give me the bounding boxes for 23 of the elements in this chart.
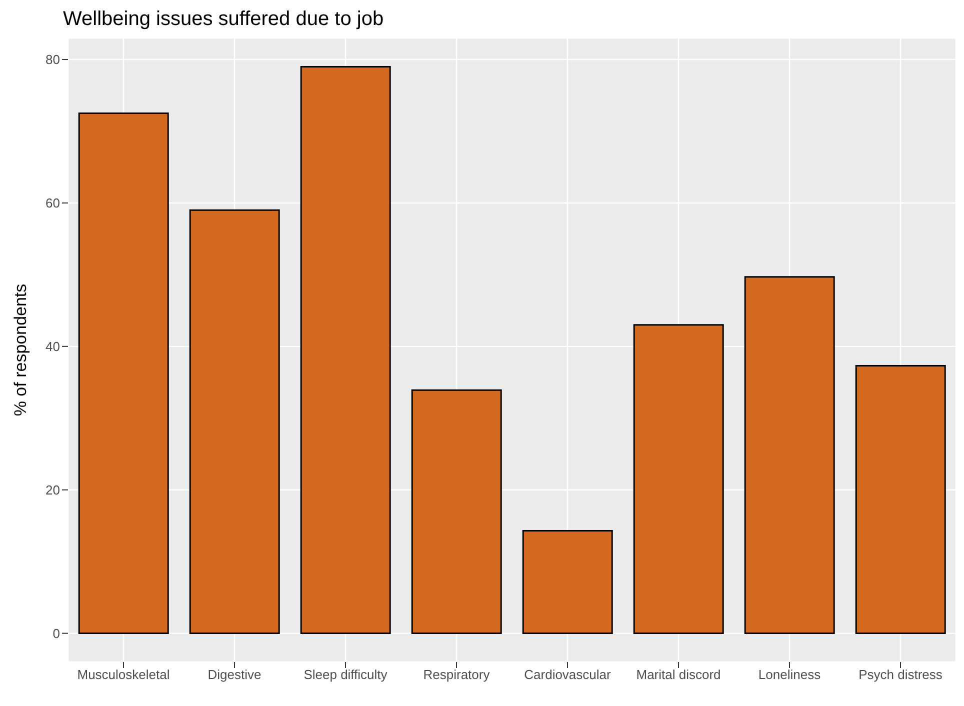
x-tick-label: Respiratory bbox=[423, 667, 490, 682]
x-tick-label: Sleep difficulty bbox=[304, 667, 388, 682]
bar bbox=[744, 276, 835, 634]
x-tick-label: Loneliness bbox=[758, 667, 822, 682]
bar bbox=[300, 66, 391, 634]
y-axis-title: % of respondents bbox=[11, 284, 30, 416]
y-tick-label: 20 bbox=[46, 482, 60, 498]
bar bbox=[78, 112, 169, 634]
y-tick-label: 60 bbox=[46, 196, 60, 211]
bar bbox=[411, 389, 502, 634]
x-tick-label: Digestive bbox=[208, 667, 262, 682]
bar bbox=[633, 324, 724, 634]
x-tick-label: Psych distress bbox=[858, 667, 943, 682]
x-tick-label: Musculoskeletal bbox=[77, 667, 170, 682]
y-tick-label: 80 bbox=[46, 52, 60, 68]
y-tick-label: 40 bbox=[46, 339, 60, 354]
y-tick-label: 0 bbox=[52, 626, 60, 641]
x-tick-label: Cardiovascular bbox=[524, 667, 612, 682]
bar bbox=[522, 530, 613, 634]
chart-title: Wellbeing issues suffered due to job bbox=[63, 8, 384, 31]
bar bbox=[855, 365, 946, 634]
bar bbox=[189, 209, 280, 634]
x-tick-label: Marital discord bbox=[636, 667, 721, 682]
